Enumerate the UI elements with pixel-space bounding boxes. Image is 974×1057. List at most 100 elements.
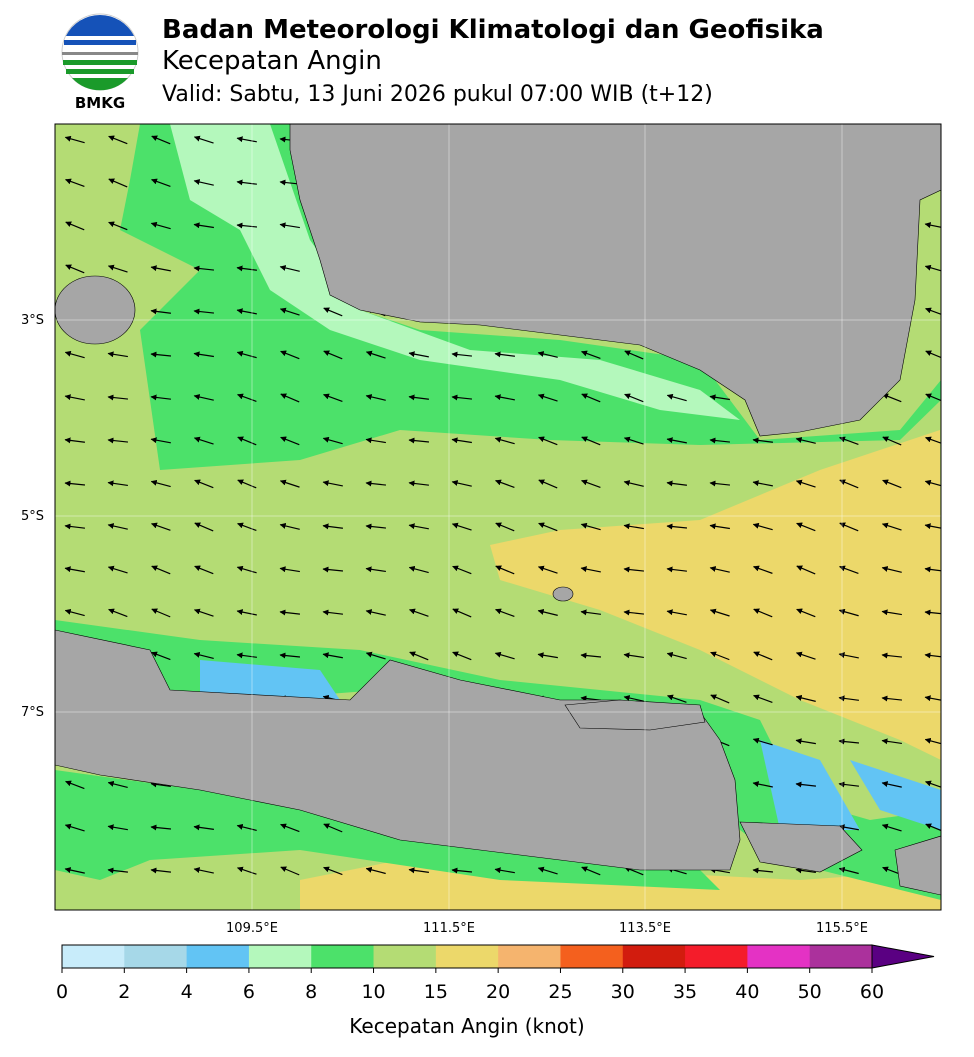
wind-arrow <box>280 350 300 360</box>
wind-arrow <box>408 565 429 574</box>
axis-labels: 3°S 5°S 7°S 109.5°E 111.5°E 113.5°E 115.5°E <box>21 313 868 936</box>
wind-arrow <box>709 394 730 401</box>
wind-arrow <box>753 651 773 661</box>
wind-arrow <box>925 307 941 315</box>
wind-arrow <box>193 651 214 659</box>
wind-arrow <box>882 436 902 446</box>
wind-arrow <box>925 393 941 402</box>
wind-arrow <box>795 437 816 444</box>
colorbar-segment <box>311 945 375 968</box>
wind-arrow <box>795 867 816 874</box>
wind-arrow <box>64 566 85 573</box>
wind-arrow <box>580 522 601 531</box>
wind-arrow <box>107 437 129 444</box>
wind-arrow <box>150 308 171 315</box>
wind-arrow <box>494 651 515 660</box>
wind-arrow <box>236 350 257 359</box>
wind-arrow <box>881 522 902 531</box>
colorbar-tick-label: 0 <box>56 981 68 1003</box>
wind-arrow <box>666 393 687 402</box>
wind-arrow <box>236 222 258 229</box>
wind-arrow <box>65 780 85 790</box>
wind-arrow <box>795 694 816 702</box>
wind-arrow <box>537 565 558 574</box>
wind-arrow <box>494 351 515 358</box>
wind-arrow <box>666 480 687 487</box>
wind-arrow <box>279 307 300 316</box>
wind-arrow <box>881 652 903 659</box>
wind-arrow <box>193 436 214 445</box>
colorbar-segment <box>809 945 873 968</box>
lon-label: 111.5°E <box>423 921 475 936</box>
wind-arrow <box>365 480 387 487</box>
land-belitung <box>55 275 136 345</box>
wind-arrow <box>839 436 859 445</box>
wind-arrow <box>279 479 300 488</box>
wind-arrow <box>753 694 773 704</box>
wind-arrow <box>752 781 773 788</box>
wind-arrow <box>925 350 941 359</box>
wind-arrow <box>151 135 171 145</box>
wind-arrow <box>64 135 85 144</box>
wind-arrow <box>237 522 257 532</box>
wind-arrow <box>839 565 859 575</box>
wind-arrow <box>925 436 941 444</box>
wind-arrow <box>65 264 85 274</box>
wind-arrow <box>838 652 859 659</box>
wind-arrow <box>279 609 301 616</box>
wind-arrow <box>538 436 558 446</box>
wind-arrow <box>108 178 128 188</box>
wind-arrow <box>107 394 129 401</box>
wind-arrow <box>194 479 214 489</box>
wind-arrow <box>924 264 941 272</box>
valid-time: Valid: Sabtu, 13 Juni 2026 pukul 07:00 W… <box>162 82 713 107</box>
colorbar-segment <box>747 945 811 968</box>
wind-arrow <box>838 608 859 617</box>
land-bawean <box>552 586 574 602</box>
wind-arrow <box>193 308 215 315</box>
wind-arrow <box>280 823 300 833</box>
wind-arrow <box>881 781 902 788</box>
wind-arrow <box>581 436 601 446</box>
colorbar-extension <box>871 944 935 969</box>
wind-arrow <box>752 437 773 444</box>
colorbar-segment <box>186 945 250 968</box>
wind-arrow <box>323 307 343 317</box>
lon-label: 115.5°E <box>816 921 868 936</box>
wind-arrow <box>365 651 386 660</box>
wind-arrow <box>537 393 558 402</box>
wind-arrow <box>882 479 902 489</box>
wind-arrow <box>323 350 343 360</box>
wind-arrow <box>107 523 128 530</box>
wind-arrow <box>236 136 257 143</box>
wind-arrow <box>924 737 941 745</box>
wind-arrow <box>451 437 472 444</box>
colorbar-tick-label: 10 <box>361 981 385 1003</box>
colorbar-segment <box>498 945 561 968</box>
colorbar-segment <box>62 945 125 968</box>
wind-arrow <box>451 522 472 531</box>
wind-field <box>200 660 340 700</box>
wind-arrow <box>709 608 730 617</box>
wind-arrow <box>537 608 558 616</box>
wind-arrow <box>753 565 773 574</box>
colorbar-tick-label: 2 <box>118 981 130 1003</box>
wind-arrow <box>495 479 515 488</box>
wind-arrow <box>924 523 941 530</box>
wind-arrow <box>623 480 644 487</box>
wind-arrow <box>194 565 214 575</box>
wind-arrow <box>108 135 128 145</box>
wind-arrow <box>322 609 344 616</box>
wind-arrow <box>408 437 430 444</box>
wind-arrow <box>795 479 816 488</box>
wind-arrow <box>666 566 687 573</box>
wind-arrow <box>193 179 214 186</box>
wind-arrow <box>236 265 257 272</box>
wind-field <box>760 740 941 830</box>
wind-arrow <box>796 608 816 618</box>
wind-arrow <box>623 652 644 659</box>
wind-arrow <box>107 867 129 874</box>
colorbar-frame <box>61 944 873 969</box>
wind-arrow <box>409 608 429 617</box>
